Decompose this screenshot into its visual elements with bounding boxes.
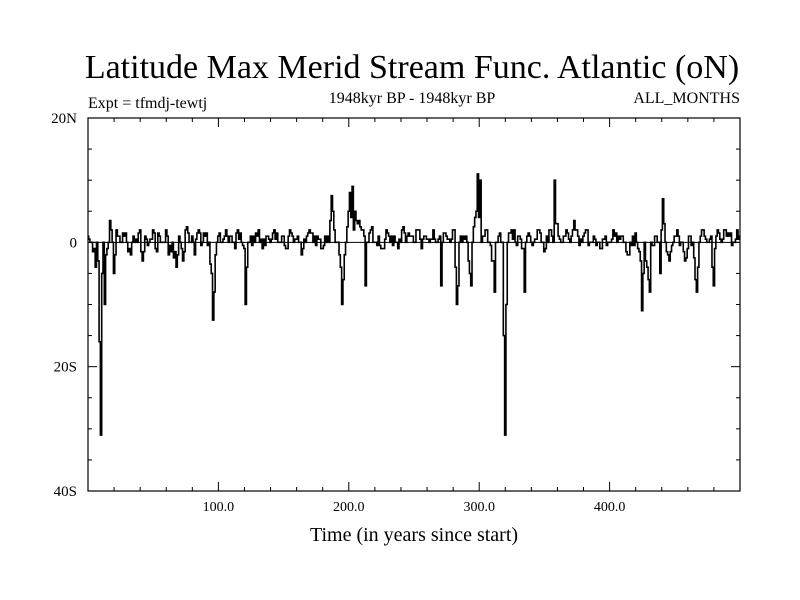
period-label: 1948kyr BP - 1948kyr BP <box>329 90 496 107</box>
tick-labels-layer: 100.0 200.0 300.0 400.0 20N 0 20S 40S <box>51 111 625 515</box>
ticks-layer <box>88 117 740 492</box>
x-tick-label: 100.0 <box>203 500 235 515</box>
series-layer <box>87 173 741 436</box>
experiment-label: Expt = tfmdj-tewtj <box>88 95 207 112</box>
series-line <box>87 173 741 436</box>
months-label: ALL_MONTHS <box>633 90 740 107</box>
y-tick-label: 40S <box>54 484 77 500</box>
y-tick-label: 20N <box>51 111 77 127</box>
y-tick-label: 20S <box>54 360 77 376</box>
chart-title: Latitude Max Merid Stream Func. Atlantic… <box>85 49 739 86</box>
x-axis-label: Time (in years since start) <box>310 524 518 546</box>
x-tick-label: 400.0 <box>594 500 626 515</box>
y-tick-label: 0 <box>70 235 78 251</box>
x-tick-label: 300.0 <box>463 500 495 515</box>
x-tick-label: 200.0 <box>333 500 365 515</box>
